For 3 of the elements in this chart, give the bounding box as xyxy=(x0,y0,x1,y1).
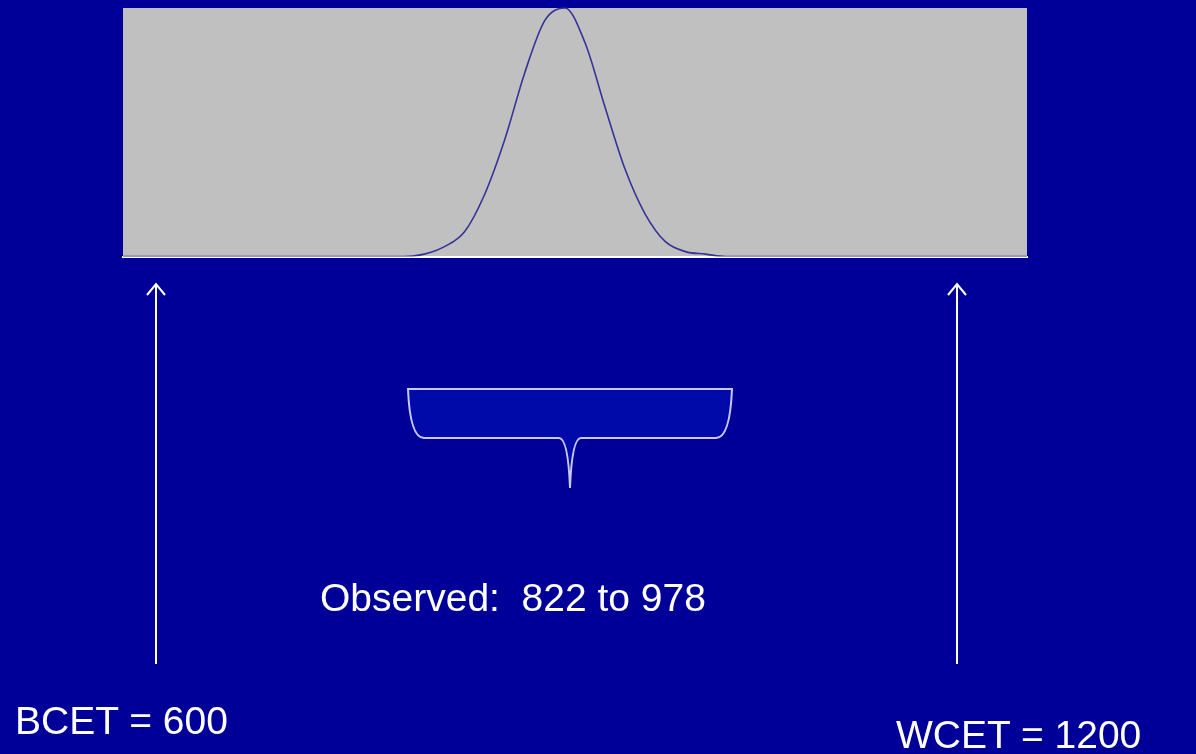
text: BCET = 600 xyxy=(15,699,228,742)
text: Observed: 822 to 978 xyxy=(320,576,706,619)
text: WCET = 1200 xyxy=(896,713,1142,754)
